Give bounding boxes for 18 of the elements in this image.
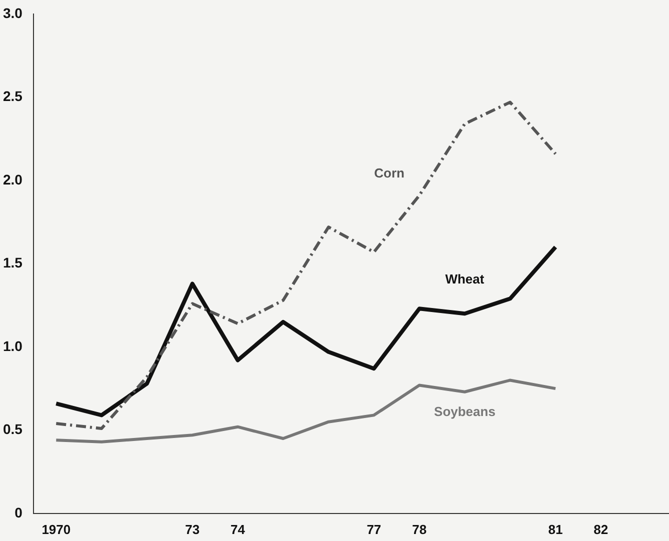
x-tick-label: 74 xyxy=(230,522,246,537)
x-tick-label: 1970 xyxy=(42,522,71,537)
y-tick-label: 0.5 xyxy=(2,421,23,438)
y-tick-label: 0 xyxy=(14,504,23,520)
x-tick-label: 77 xyxy=(366,522,382,537)
y-tick-label: 1.5 xyxy=(2,254,23,271)
series-label: Soybeans xyxy=(434,404,496,419)
y-tick-label: 1.0 xyxy=(2,338,23,354)
series-label: Wheat xyxy=(445,272,485,287)
x-tick-label: 78 xyxy=(412,522,427,537)
y-tick-label: 2.0 xyxy=(2,171,23,188)
line-series xyxy=(54,100,558,430)
x-tick-label: 81 xyxy=(548,522,563,537)
x-tick-label: 82 xyxy=(594,522,608,537)
y-tick-label: 3.0 xyxy=(2,4,23,21)
y-tick-label: 2.5 xyxy=(2,88,23,104)
series-label: Corn xyxy=(374,165,405,180)
x-tick-label: 73 xyxy=(185,522,200,537)
